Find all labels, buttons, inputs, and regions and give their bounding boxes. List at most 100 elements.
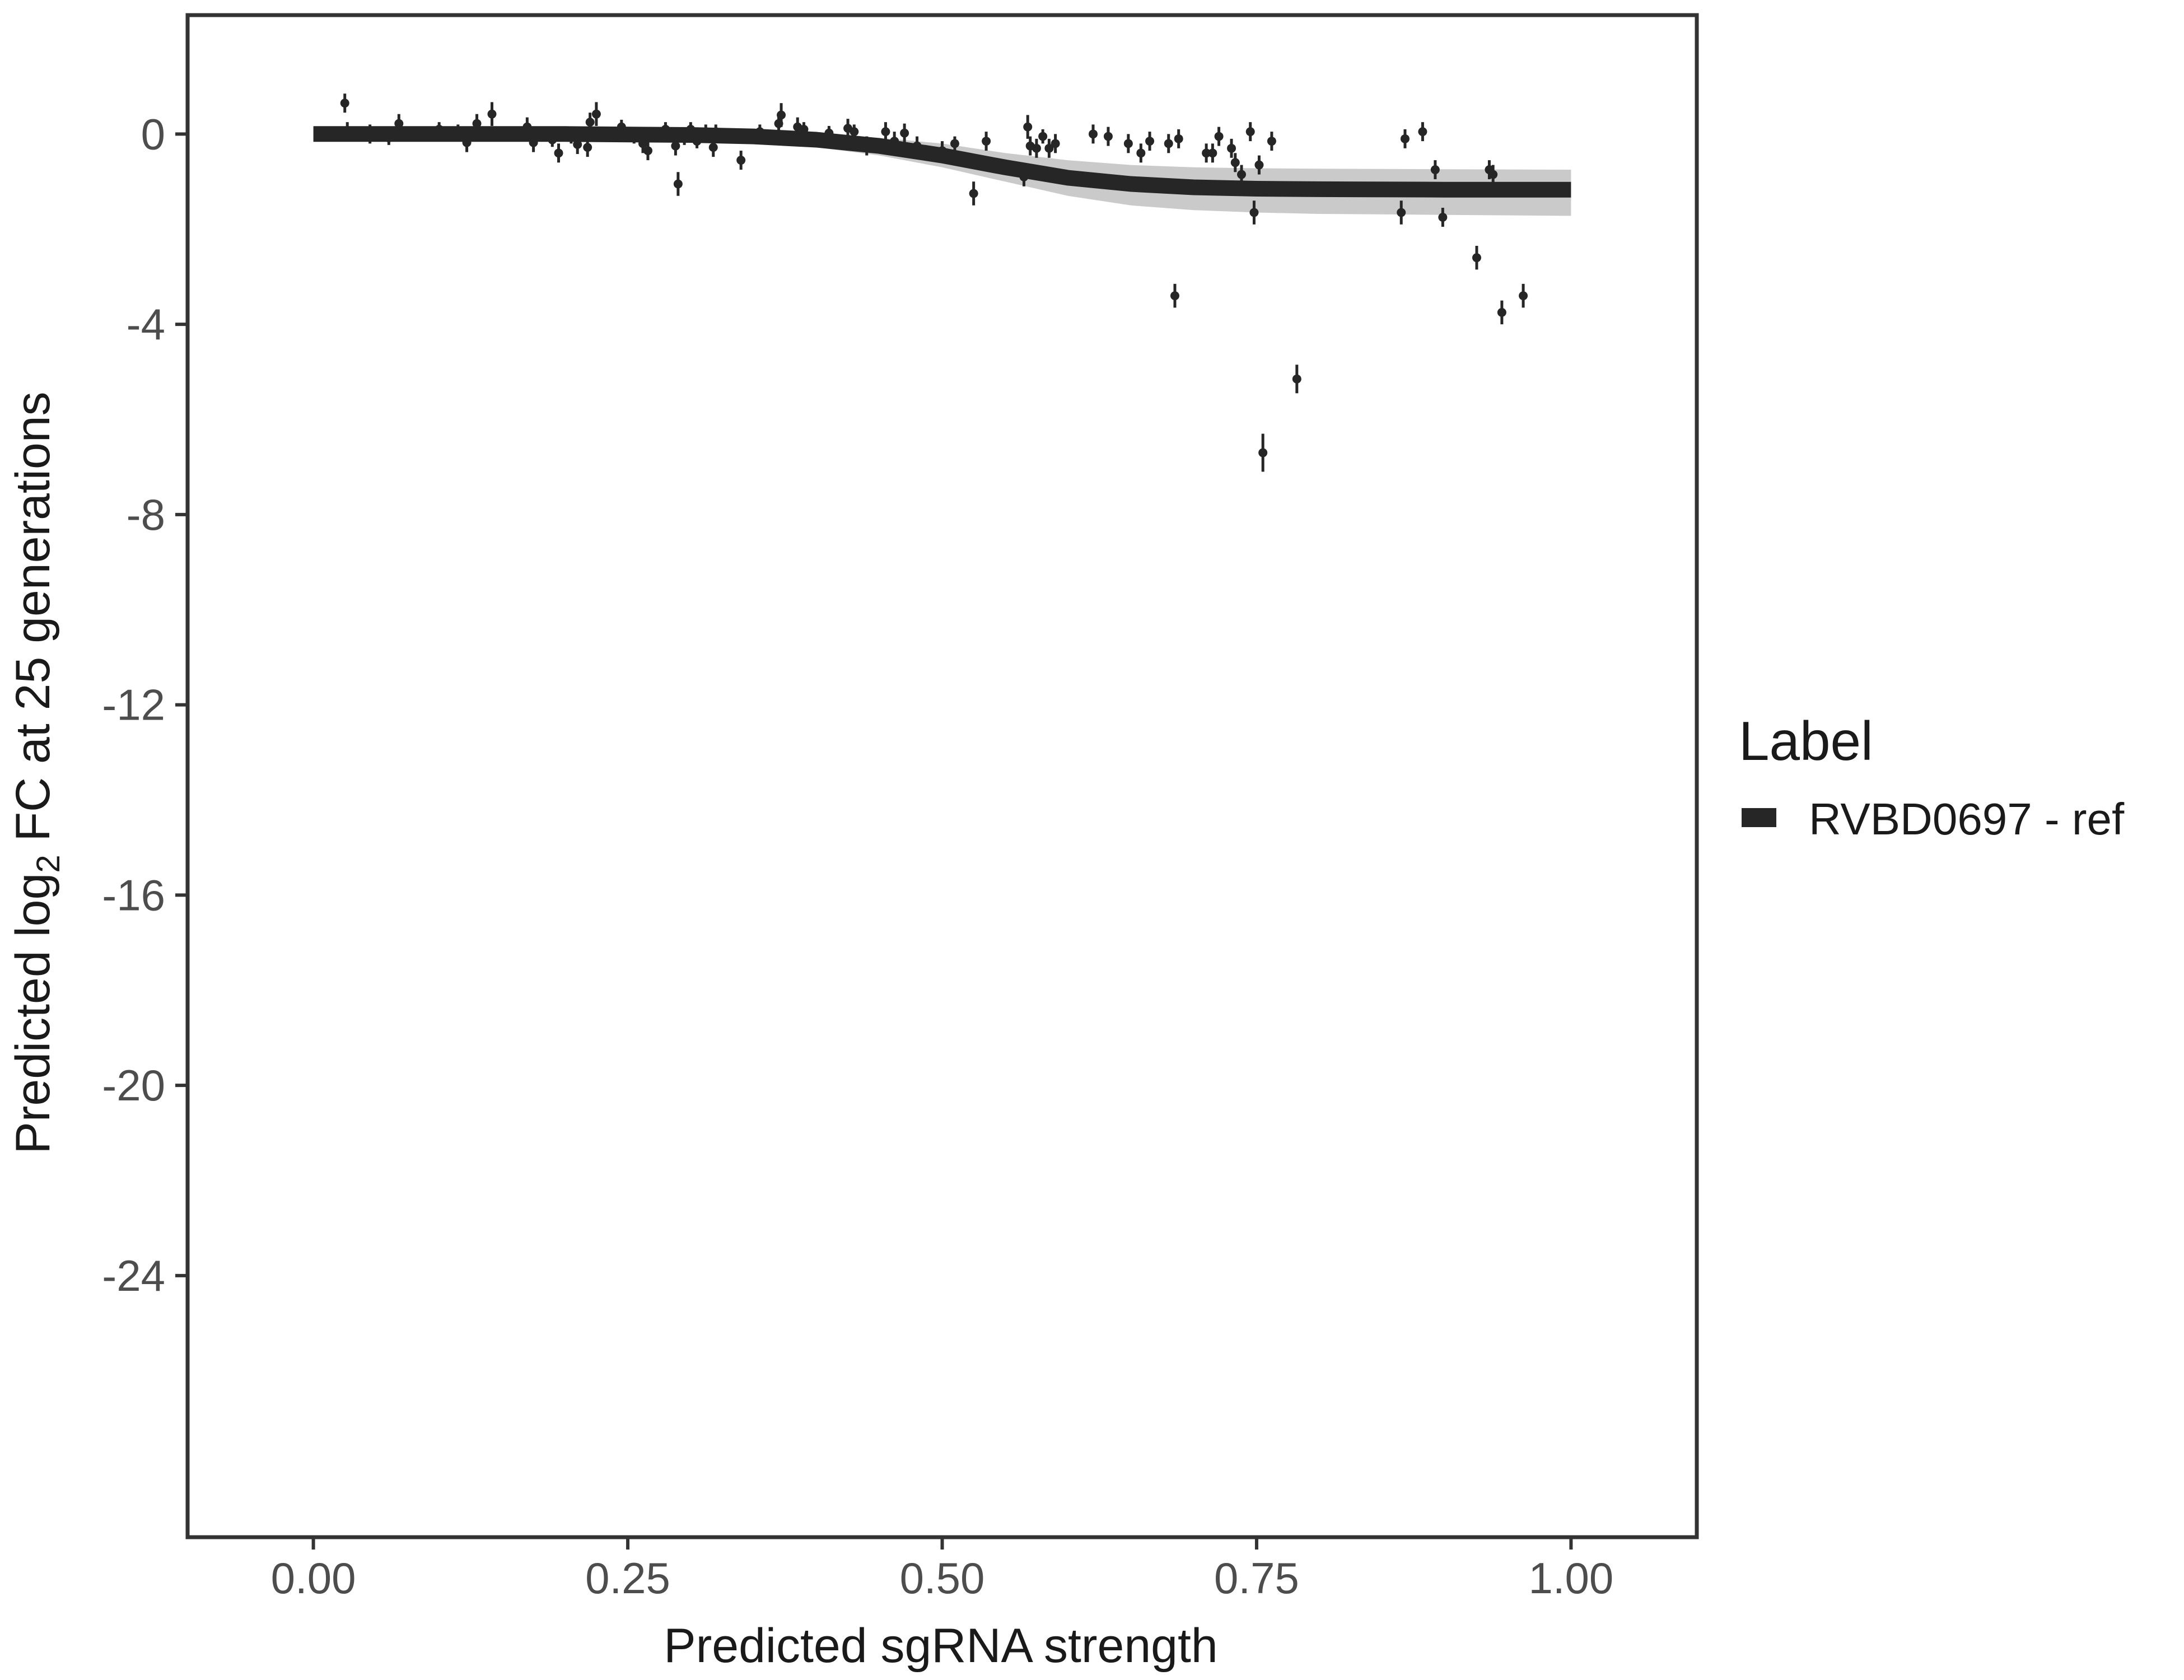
data-point [1208, 143, 1217, 163]
point-marker [1123, 139, 1133, 148]
y-axis-title: Predicted log2 FC at 25 generations [6, 391, 67, 1154]
data-point [1254, 155, 1264, 175]
data-point [1136, 143, 1146, 163]
point-marker [1292, 374, 1301, 384]
point-marker [881, 127, 890, 137]
point-marker [1519, 291, 1528, 301]
point-marker [1136, 148, 1146, 158]
data-point [937, 141, 947, 161]
data-point [1214, 127, 1224, 146]
point-marker [862, 141, 871, 151]
point-marker [1164, 139, 1173, 148]
point-marker [1044, 143, 1054, 153]
data-point [1237, 165, 1247, 184]
data-point [1267, 132, 1276, 151]
x-axis-title: Predicted sgRNA strength [664, 1619, 1218, 1673]
data-point [969, 181, 978, 206]
point-marker [937, 146, 947, 156]
data-point [1202, 143, 1211, 163]
data-point [824, 125, 834, 141]
data-point [1164, 134, 1173, 153]
data-point [900, 123, 909, 143]
data-point [1038, 129, 1048, 144]
data-point [591, 102, 601, 126]
data-point [1044, 138, 1054, 158]
fit-curve-layer [313, 126, 1571, 198]
data-point [912, 136, 922, 156]
data-point [950, 136, 959, 151]
point-marker [583, 143, 592, 152]
point-marker [462, 138, 472, 147]
point-marker [686, 124, 696, 134]
data-point [1438, 207, 1448, 227]
data-point [472, 114, 482, 133]
y-tick-label: -20 [102, 1061, 165, 1110]
point-marker [1103, 132, 1113, 141]
point-marker [1038, 132, 1048, 141]
y-tick-label: -4 [127, 300, 165, 349]
point-marker [487, 109, 497, 119]
point-marker [777, 110, 786, 120]
data-point [1258, 433, 1268, 472]
point-marker [1019, 172, 1029, 181]
point-marker [384, 133, 394, 143]
fit-curve [313, 126, 1571, 198]
data-point [1472, 245, 1481, 270]
data-point [799, 122, 809, 137]
data-point [671, 136, 680, 156]
point-marker [1488, 170, 1498, 179]
point-marker [435, 124, 444, 134]
data-point [755, 124, 764, 139]
data-point [643, 141, 652, 161]
point-marker [394, 119, 404, 128]
point-marker [912, 141, 922, 151]
point-marker [1032, 143, 1041, 153]
data-point [394, 114, 404, 133]
point-marker [708, 143, 718, 152]
y-tick-label: -8 [127, 490, 165, 539]
point-marker [850, 127, 859, 137]
data-point [1174, 129, 1183, 148]
point-marker [969, 189, 978, 198]
data-point [1245, 122, 1255, 142]
x-axis: 0.00 0.25 0.50 0.75 1.00 [271, 1539, 1613, 1603]
data-point [1488, 165, 1498, 184]
point-marker [1249, 208, 1259, 217]
data-point [1249, 200, 1259, 225]
data-point [701, 124, 711, 139]
point-marker [1397, 208, 1406, 217]
point-marker [343, 127, 352, 137]
data-point [1430, 160, 1440, 180]
data-point [661, 122, 670, 137]
x-tick-label: 0.25 [585, 1553, 670, 1603]
point-marker [1051, 139, 1060, 148]
point-marker [680, 133, 689, 143]
point-marker [1145, 137, 1155, 146]
point-marker [1418, 127, 1427, 137]
data-point [340, 94, 349, 113]
point-marker [982, 137, 991, 146]
data-point [1397, 200, 1406, 225]
point-marker [736, 156, 746, 165]
point-marker [643, 146, 652, 156]
y-tick-label: 0 [141, 109, 165, 158]
data-point [673, 172, 683, 196]
data-point [881, 122, 890, 142]
point-marker [1258, 448, 1268, 458]
data-point [890, 132, 899, 151]
data-point [453, 124, 463, 139]
data-point [1089, 124, 1098, 144]
data-point [1230, 153, 1240, 172]
point-marker [617, 122, 626, 132]
x-tick-label: 0.75 [1214, 1553, 1299, 1603]
y-tick-label: -12 [102, 680, 165, 730]
point-marker [1438, 212, 1448, 222]
point-marker [472, 119, 482, 128]
point-marker [1208, 148, 1217, 158]
y-axis-title-suffix: FC at 25 generations [6, 391, 60, 855]
data-point [686, 122, 696, 137]
data-point [384, 130, 394, 145]
data-point [1170, 283, 1179, 308]
legend-key [1742, 808, 1776, 827]
data-point [680, 130, 689, 145]
